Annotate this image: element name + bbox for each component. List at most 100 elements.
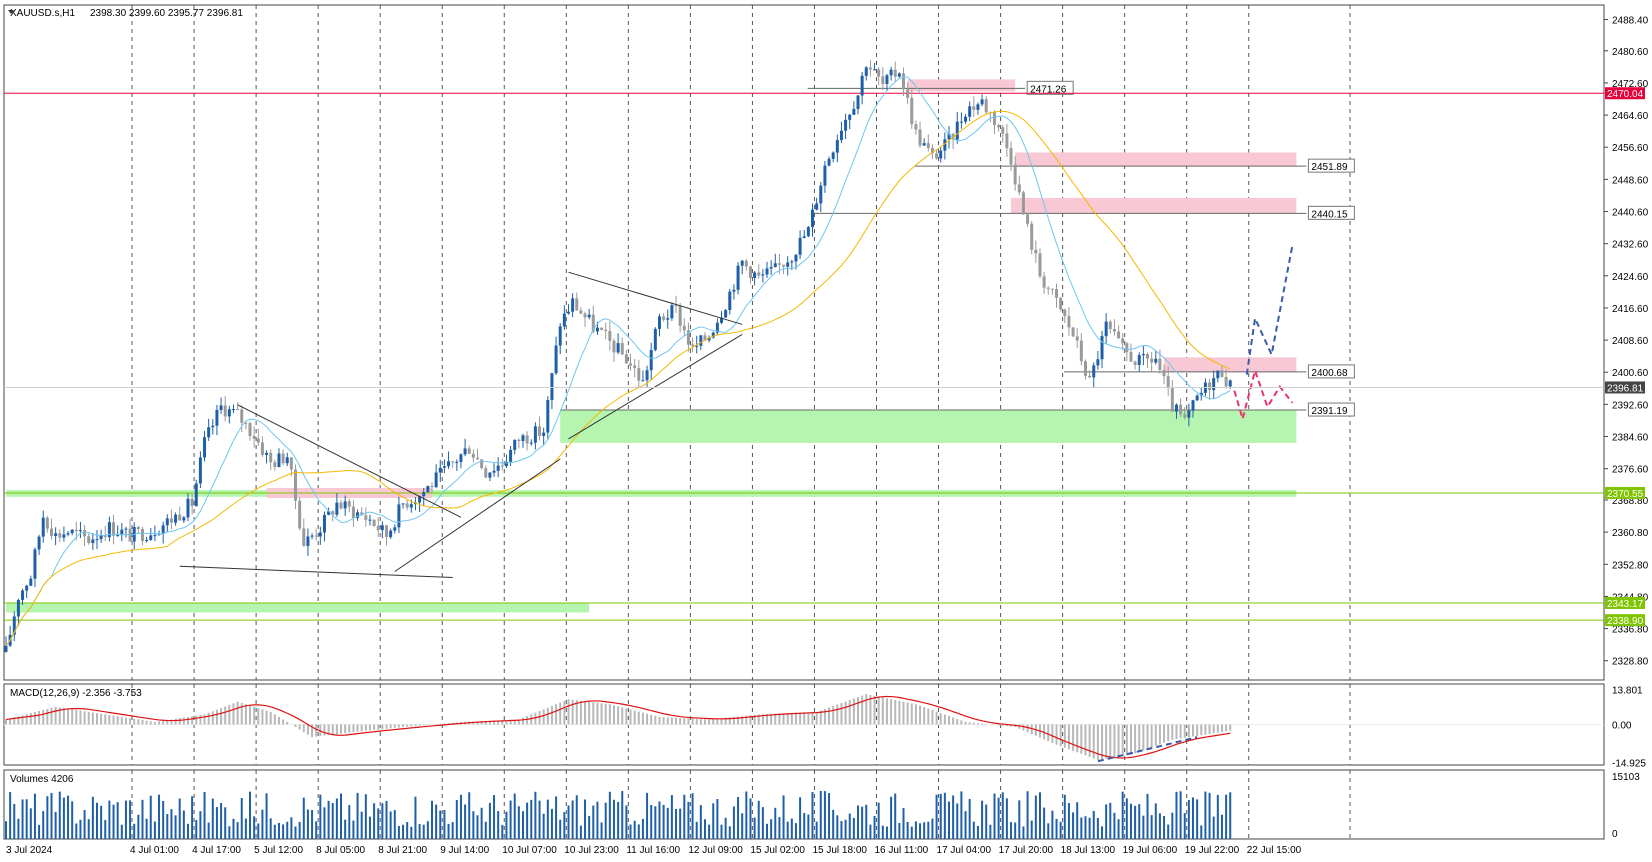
candle-body — [707, 337, 711, 341]
trendline — [568, 334, 743, 440]
candle-body — [153, 535, 157, 537]
level-tag-label: 2338.90 — [1607, 616, 1644, 627]
candle-body — [459, 454, 463, 462]
time-tick-label: 10 Jul 07:00 — [502, 845, 557, 856]
candle-body — [149, 535, 153, 540]
candle-body — [285, 457, 289, 464]
candle-body — [691, 344, 695, 346]
candle-body — [964, 116, 968, 122]
candle-body — [1071, 327, 1075, 337]
candle-body — [1125, 343, 1129, 353]
candle-body — [368, 519, 372, 521]
chart-frame — [3, 4, 1605, 840]
candle-body — [686, 330, 690, 345]
candle-body — [992, 112, 996, 125]
candle-body — [703, 335, 707, 341]
candle-body — [231, 409, 235, 411]
time-tick-label: 5 Jul 12:00 — [254, 845, 303, 856]
ma-slow-line — [5, 110, 1231, 646]
candle-body — [1079, 340, 1083, 362]
candle-body — [848, 114, 852, 120]
candle-body — [782, 264, 786, 267]
candle-body — [1063, 309, 1067, 317]
candle-body — [662, 316, 666, 320]
candle-body — [33, 549, 37, 579]
candle-body — [744, 260, 748, 267]
dropdown-triangle-icon[interactable] — [8, 10, 14, 14]
candle-body — [513, 439, 517, 450]
candle-body — [314, 535, 318, 537]
candle-body — [418, 496, 422, 503]
candle-body — [811, 209, 815, 228]
candle-body — [211, 425, 215, 428]
macd-divergence-line — [1097, 736, 1198, 763]
candle-body — [351, 506, 355, 518]
macd-signal-line — [5, 695, 1231, 759]
candle-body — [236, 409, 240, 411]
candle-body — [761, 274, 765, 276]
candle-body — [637, 368, 641, 381]
candle-body — [864, 67, 868, 76]
candle-body — [1195, 395, 1199, 401]
trendline — [237, 404, 462, 518]
candle-body — [939, 150, 943, 159]
candle-body — [579, 310, 583, 314]
candle-body — [926, 143, 930, 148]
candle-body — [1021, 192, 1025, 215]
candle-body — [753, 272, 757, 278]
candle-body — [695, 345, 699, 347]
time-tick-label: 17 Jul 04:00 — [937, 845, 992, 856]
candle-body — [140, 529, 144, 541]
trendline — [394, 458, 561, 572]
candle-body — [997, 124, 1001, 128]
candle-body — [538, 426, 542, 436]
candle-body — [347, 501, 351, 507]
candle-body — [728, 291, 732, 311]
candle-body — [955, 121, 959, 140]
candle-body — [529, 442, 533, 444]
candle-body — [430, 486, 434, 488]
price-tick-label: 2400.60 — [1612, 368, 1649, 379]
time-tick-label: 12 Jul 09:00 — [688, 845, 743, 856]
zone-label-box — [1307, 364, 1355, 379]
level-tag-label: 2343.17 — [1607, 599, 1644, 610]
time-grid: 3 Jul 2024 4 Jul 01:00 4 Jul 17:00 5 Jul 12… — [6, 5, 1351, 856]
price-tick-label: 2488.40 — [1612, 15, 1649, 26]
candle-body — [87, 536, 91, 544]
candle-body — [409, 504, 413, 508]
candle-body — [496, 465, 500, 471]
candle-body — [376, 525, 380, 531]
candle-body — [107, 522, 111, 538]
zone-label: 2471.26 — [1030, 84, 1067, 95]
zone-label: 2391.19 — [1311, 406, 1348, 417]
price-tick-label: 2408.60 — [1612, 336, 1649, 347]
candle-body — [968, 106, 972, 117]
level-tag — [1605, 486, 1645, 499]
candle-body — [873, 69, 877, 71]
candle-body — [571, 298, 575, 312]
price-tick-label: 2384.60 — [1612, 433, 1649, 444]
candle-body — [422, 492, 426, 497]
price-tick-label: 2328.80 — [1612, 657, 1649, 668]
candle-body — [682, 325, 686, 331]
candle-body — [620, 343, 624, 355]
horizontal-levels: 2470.04 2370.55 2343.17 2338.90 — [4, 87, 1645, 627]
candle-body — [393, 527, 397, 531]
candle-body — [777, 263, 781, 265]
candle-body — [203, 437, 207, 458]
trendlines — [179, 271, 743, 579]
candle-body — [484, 468, 488, 478]
zone-label-box — [1307, 205, 1355, 220]
candle-body — [318, 532, 322, 537]
level-tag-label: 2470.04 — [1607, 89, 1644, 100]
time-tick-label: 18 Jul 13:00 — [1061, 845, 1116, 856]
time-tick-label: 22 Jul 15:00 — [1247, 845, 1302, 856]
candle-body — [1133, 361, 1137, 365]
candle-body — [289, 457, 293, 470]
candle-body — [823, 165, 827, 186]
candle-body — [604, 329, 608, 332]
candle-body — [587, 314, 591, 318]
candle-body — [182, 517, 186, 521]
candle-body — [480, 459, 484, 469]
